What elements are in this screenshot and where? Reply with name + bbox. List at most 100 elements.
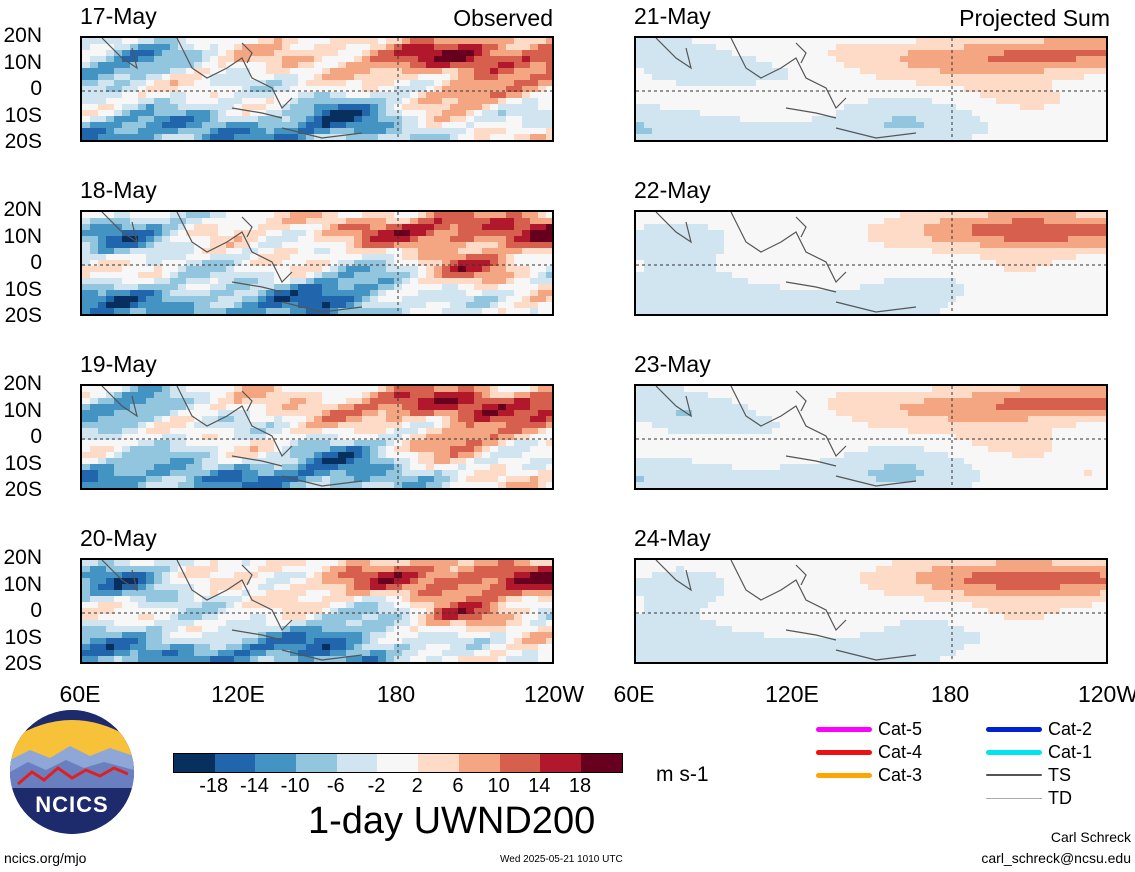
footer-timestamp: Wed 2025-05-21 1010 UTC — [500, 854, 623, 865]
track-legend-line — [816, 726, 872, 732]
colorbar-tick-label: -10 — [280, 775, 310, 797]
footer-url[interactable]: ncics.org/mjo — [4, 850, 87, 866]
track-legend-label: TS — [1048, 764, 1072, 785]
map-panel — [80, 558, 554, 664]
colorbar-swatch — [255, 754, 297, 772]
colorbar-tick-label: -2 — [367, 775, 386, 797]
lat-tick-label: 20S — [4, 652, 42, 675]
colorbar-swatch — [418, 754, 459, 772]
lat-tick-label: 10N — [3, 224, 42, 248]
track-legend-line — [986, 797, 1042, 799]
lon-tick-label: 60E — [59, 681, 101, 707]
lat-tick-label: 20N — [3, 372, 42, 395]
lon-tick-label: 120E — [765, 681, 819, 707]
coastline — [655, 560, 917, 661]
colorbar-tick-label: 10 — [487, 775, 510, 797]
track-legend-item: Cat-5 — [816, 718, 922, 740]
colorbar-swatch — [377, 754, 419, 772]
colorbar-swatch — [174, 754, 215, 772]
coastline — [655, 212, 917, 313]
map-shading — [636, 560, 1106, 662]
lat-tick-label: 20N — [3, 198, 42, 221]
map-shading — [82, 212, 552, 314]
logo-text: NCICS — [35, 792, 109, 817]
lon-tick-label: 120W — [1077, 681, 1135, 707]
map-panel — [634, 210, 1108, 316]
colorbar-units: m s-1 — [656, 763, 709, 786]
panel-tag-label: Observed — [453, 5, 553, 31]
lat-tick-label: 0 — [30, 251, 42, 274]
panel-date-label: 22-May — [634, 177, 711, 203]
colorbar-tick-label: 2 — [411, 775, 423, 797]
map-panel — [634, 558, 1108, 664]
panel-date-label: 18-May — [80, 177, 157, 203]
panel-date-label: 23-May — [634, 351, 711, 377]
lat-tick-label: 0 — [30, 425, 42, 448]
coastline — [655, 38, 917, 139]
chart-title: 1-day UWND200 — [308, 800, 596, 842]
colorbar — [173, 753, 623, 773]
lat-tick-label: 10S — [4, 451, 42, 475]
colorbar-swatch — [499, 754, 541, 772]
coastline — [101, 212, 363, 313]
track-legend-item: Cat-3 — [816, 764, 922, 786]
track-legend-line — [986, 774, 1042, 776]
colorbar-tick-label: 14 — [528, 775, 551, 797]
lat-tick-label: 10S — [4, 625, 42, 649]
map-shading — [636, 386, 1106, 488]
colorbar-tick-label: 18 — [568, 775, 592, 797]
map-shading — [82, 386, 552, 488]
map-shading — [82, 38, 552, 140]
map-panel — [634, 384, 1108, 490]
map-panel — [80, 210, 554, 316]
lat-tick-label: 0 — [30, 599, 42, 622]
track-legend-item: TS — [986, 764, 1071, 786]
lat-tick-label: 20S — [4, 478, 42, 501]
track-legend-label: Cat-1 — [1048, 741, 1093, 762]
lat-tick-label: 10N — [3, 398, 42, 422]
lat-tick-label: 10S — [4, 103, 42, 127]
track-legend-line — [816, 749, 872, 755]
panel-date-label: 17-May — [80, 3, 157, 29]
panel-date-label: 21-May — [634, 3, 711, 29]
map-panel — [634, 36, 1108, 142]
lat-tick-label: 10S — [4, 277, 42, 301]
lon-tick-label: 120E — [211, 681, 265, 707]
panel-date-label: 19-May — [80, 351, 157, 377]
lat-tick-label: 20S — [4, 130, 42, 153]
track-legend-line — [816, 772, 872, 778]
lat-tick-label: 0 — [30, 77, 42, 100]
map-shading — [82, 560, 552, 662]
track-legend-item: Cat-4 — [816, 741, 922, 763]
colorbar-tick-label: -18 — [199, 775, 229, 797]
colorbar-swatch — [336, 754, 378, 772]
colorbar-tick-label: -6 — [326, 775, 345, 797]
coastline — [101, 38, 363, 139]
map-shading — [636, 212, 1106, 314]
track-legend-line — [986, 749, 1042, 755]
lon-tick-label: 60E — [613, 681, 655, 707]
lon-tick-label: 180 — [930, 681, 970, 707]
map-shading — [636, 38, 1106, 140]
lat-tick-label: 20S — [4, 304, 42, 327]
footer-email[interactable]: carl_schreck@ncsu.edu — [981, 850, 1131, 866]
coastline — [101, 560, 363, 661]
track-legend-item: Cat-2 — [986, 718, 1092, 740]
panel-tag-label: Projected Sum — [959, 5, 1110, 31]
colorbar-tick-label: -14 — [239, 775, 269, 797]
ncics-logo: NCICS — [10, 710, 134, 834]
lat-tick-label: 20N — [3, 24, 42, 47]
track-legend-label: TD — [1048, 787, 1072, 808]
panel-date-label: 24-May — [634, 525, 711, 551]
logo-graphic-icon — [10, 710, 134, 834]
track-legend-item: TD — [986, 787, 1072, 809]
track-legend-label: Cat-5 — [878, 718, 923, 739]
lon-tick-label: 120W — [523, 681, 585, 707]
track-legend-item: Cat-1 — [986, 741, 1092, 763]
track-legend-label: Cat-3 — [878, 764, 923, 785]
lat-tick-label: 20N — [3, 546, 42, 569]
colorbar-tick-label: 6 — [452, 775, 464, 797]
track-legend-line — [986, 726, 1042, 732]
colorbar-swatch — [296, 754, 337, 772]
track-legend-label: Cat-4 — [878, 741, 923, 762]
